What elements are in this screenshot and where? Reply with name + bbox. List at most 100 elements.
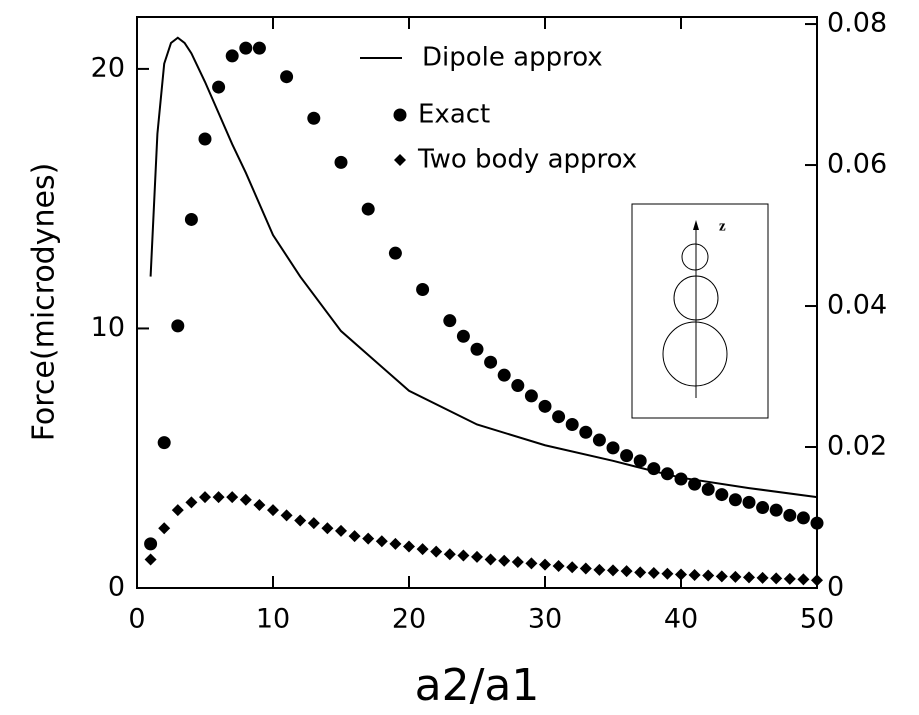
data-point [212,491,225,504]
data-point [443,548,456,561]
data-point [769,503,783,517]
x-axis-label: a2/a1 [415,660,540,711]
x-tick-label: 10 [256,604,290,635]
y2-tick-label: 0.08 [827,8,887,39]
data-point [362,532,375,545]
legend-label: Dipole approx [422,43,603,73]
data-point [810,516,824,530]
data-point [388,246,402,260]
legend-swatch [393,108,407,122]
data-point [252,41,266,55]
data-point [620,449,634,463]
data-point [334,155,348,169]
data-point [267,504,279,517]
data-point [212,80,226,94]
y2-tick-label: 0.02 [827,431,887,462]
data-point [184,212,198,226]
data-point [566,561,579,574]
data-point [403,540,415,553]
data-point [199,491,211,504]
data-point [511,556,524,569]
plot-frame [136,16,818,589]
x-tick-label: 20 [392,604,426,635]
data-point [620,565,633,578]
data-point [565,417,579,431]
legend-label: Exact [418,100,490,130]
data-point [593,563,606,576]
data-point [185,496,198,509]
inset-sphere [673,275,719,321]
data-point [226,491,239,504]
data-point [525,557,538,570]
y2-tick-label: 0.06 [827,149,887,180]
data-line [149,36,818,499]
inset: z [631,203,769,419]
data-point [783,508,797,522]
data-point [457,549,470,562]
data-point [307,517,320,530]
data-point [430,545,443,558]
y2-tick-label: 0.04 [827,290,887,321]
inset-arrow [693,220,699,230]
data-point [715,488,729,502]
data-point [579,562,592,575]
data-point [756,571,769,584]
data-point [770,572,783,585]
data-point [743,571,755,584]
data-point [321,522,334,535]
data-point [253,498,266,511]
inset-label: z [719,218,726,234]
x-tick-label: 0 [128,604,145,635]
data-point [756,501,770,515]
data-point [661,567,674,580]
y-axis-label: Force(microdynes) [27,163,62,442]
data-point [783,572,796,585]
data-point [647,566,660,579]
data-point [157,436,171,450]
data-point [797,573,810,586]
data-point [389,537,402,550]
data-point [239,493,252,506]
data-point [606,441,620,455]
data-point [552,559,565,572]
data-point [796,511,810,525]
data-point [225,49,239,63]
data-point [335,524,347,537]
y2-tick-label: 0 [827,572,844,603]
data-point [144,553,157,566]
data-point [171,319,185,333]
data-point [171,504,184,517]
data-point [579,425,593,439]
data-point [702,569,715,582]
y-tick-label: 10 [91,312,125,343]
inset-sphere [681,243,709,271]
y-tick-label: 20 [91,52,125,83]
data-point [539,558,551,571]
inset-frame [631,203,769,419]
data-point [811,574,823,587]
data-point [675,568,687,581]
data-point [280,70,294,84]
data-point [348,530,361,543]
y-tick-label: 0 [108,572,125,603]
data-point [470,342,484,356]
data-point [280,509,293,522]
data-point [443,314,457,328]
data-point [498,554,511,567]
data-point [607,564,619,577]
data-point [674,472,688,486]
data-point [198,132,212,146]
x-tick-label: 30 [528,604,562,635]
data-point [416,543,429,556]
data-point [497,368,511,382]
data-point [660,467,674,481]
data-point [239,41,253,55]
data-point [158,522,171,535]
data-point [552,410,566,424]
data-point [361,202,375,216]
data-point [524,389,538,403]
data-point [456,329,470,343]
data-point [375,535,388,548]
legend-label: Two body approx [417,145,637,175]
